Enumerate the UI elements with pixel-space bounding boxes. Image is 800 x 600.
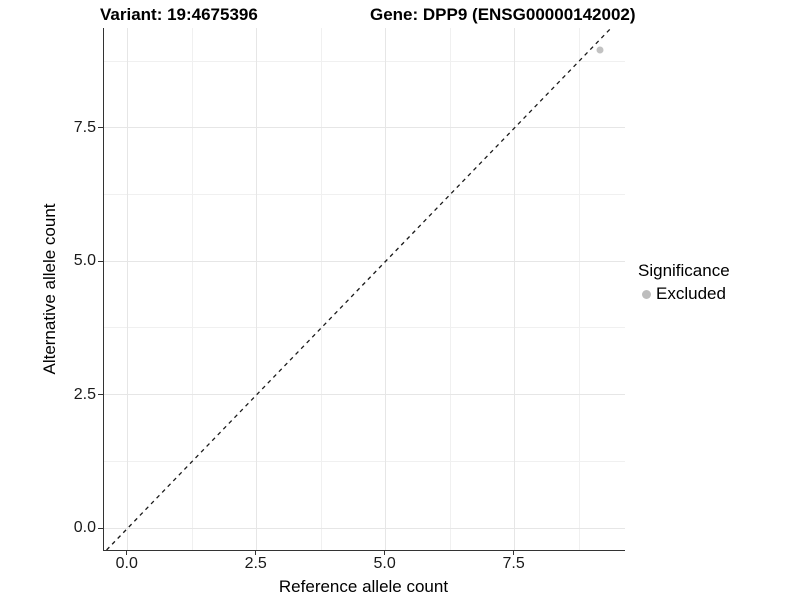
gridline-x-major — [514, 28, 516, 550]
x-tick-mark — [384, 550, 386, 555]
plot-panel — [103, 28, 625, 551]
legend-marker-circle-icon — [642, 289, 651, 299]
y-tick-mark — [98, 260, 103, 262]
reference-line-layer — [106, 28, 612, 550]
title-gene: Gene: DPP9 (ENSG00000142002) — [370, 5, 636, 24]
title-variant: Variant: 19:4675396 — [100, 5, 258, 24]
x-tick-mark — [126, 550, 128, 555]
y-tick-mark — [98, 527, 103, 529]
gridline-x-minor — [320, 28, 322, 550]
legend: Significance Excluded — [638, 261, 730, 304]
legend-item-label: Excluded — [656, 284, 726, 303]
gridline-x-minor — [449, 28, 451, 550]
gridline-x-major — [127, 28, 129, 550]
x-tick-mark — [255, 550, 257, 555]
y-tick-mark — [98, 394, 103, 396]
gridline-y-major — [104, 260, 625, 262]
legend-title: Significance — [638, 261, 730, 280]
y-tick-label: 7.5 — [73, 118, 96, 136]
legend-item: Excluded — [642, 284, 730, 304]
gridline-y-minor — [104, 327, 625, 329]
gridline-x-major — [256, 28, 258, 550]
x-tick-label: 2.5 — [244, 555, 267, 572]
gridline-x-minor — [578, 28, 580, 550]
x-tick-label: 0.0 — [115, 555, 138, 572]
y-tick-label: 0.0 — [73, 519, 96, 537]
gridline-x-major — [385, 28, 387, 550]
gridline-x-minor — [191, 28, 193, 550]
gridline-y-minor — [104, 60, 625, 62]
x-tick-label: 5.0 — [373, 555, 396, 572]
y-tick-label: 2.5 — [73, 385, 96, 403]
gridline-y-major — [104, 394, 625, 396]
data-point — [596, 46, 604, 54]
gridline-y-minor — [104, 194, 625, 196]
x-tick-mark — [513, 550, 515, 555]
y-axis-title: Alternative allele count — [40, 203, 59, 375]
y-tick-label: 5.0 — [73, 252, 96, 270]
gridline-y-major — [104, 527, 625, 529]
identity-line — [106, 28, 612, 550]
x-tick-label: 7.5 — [502, 555, 525, 572]
y-tick-mark — [98, 127, 103, 129]
gridline-y-major — [104, 127, 625, 129]
gridline-y-minor — [104, 460, 625, 462]
x-axis-title: Reference allele count — [278, 577, 449, 596]
